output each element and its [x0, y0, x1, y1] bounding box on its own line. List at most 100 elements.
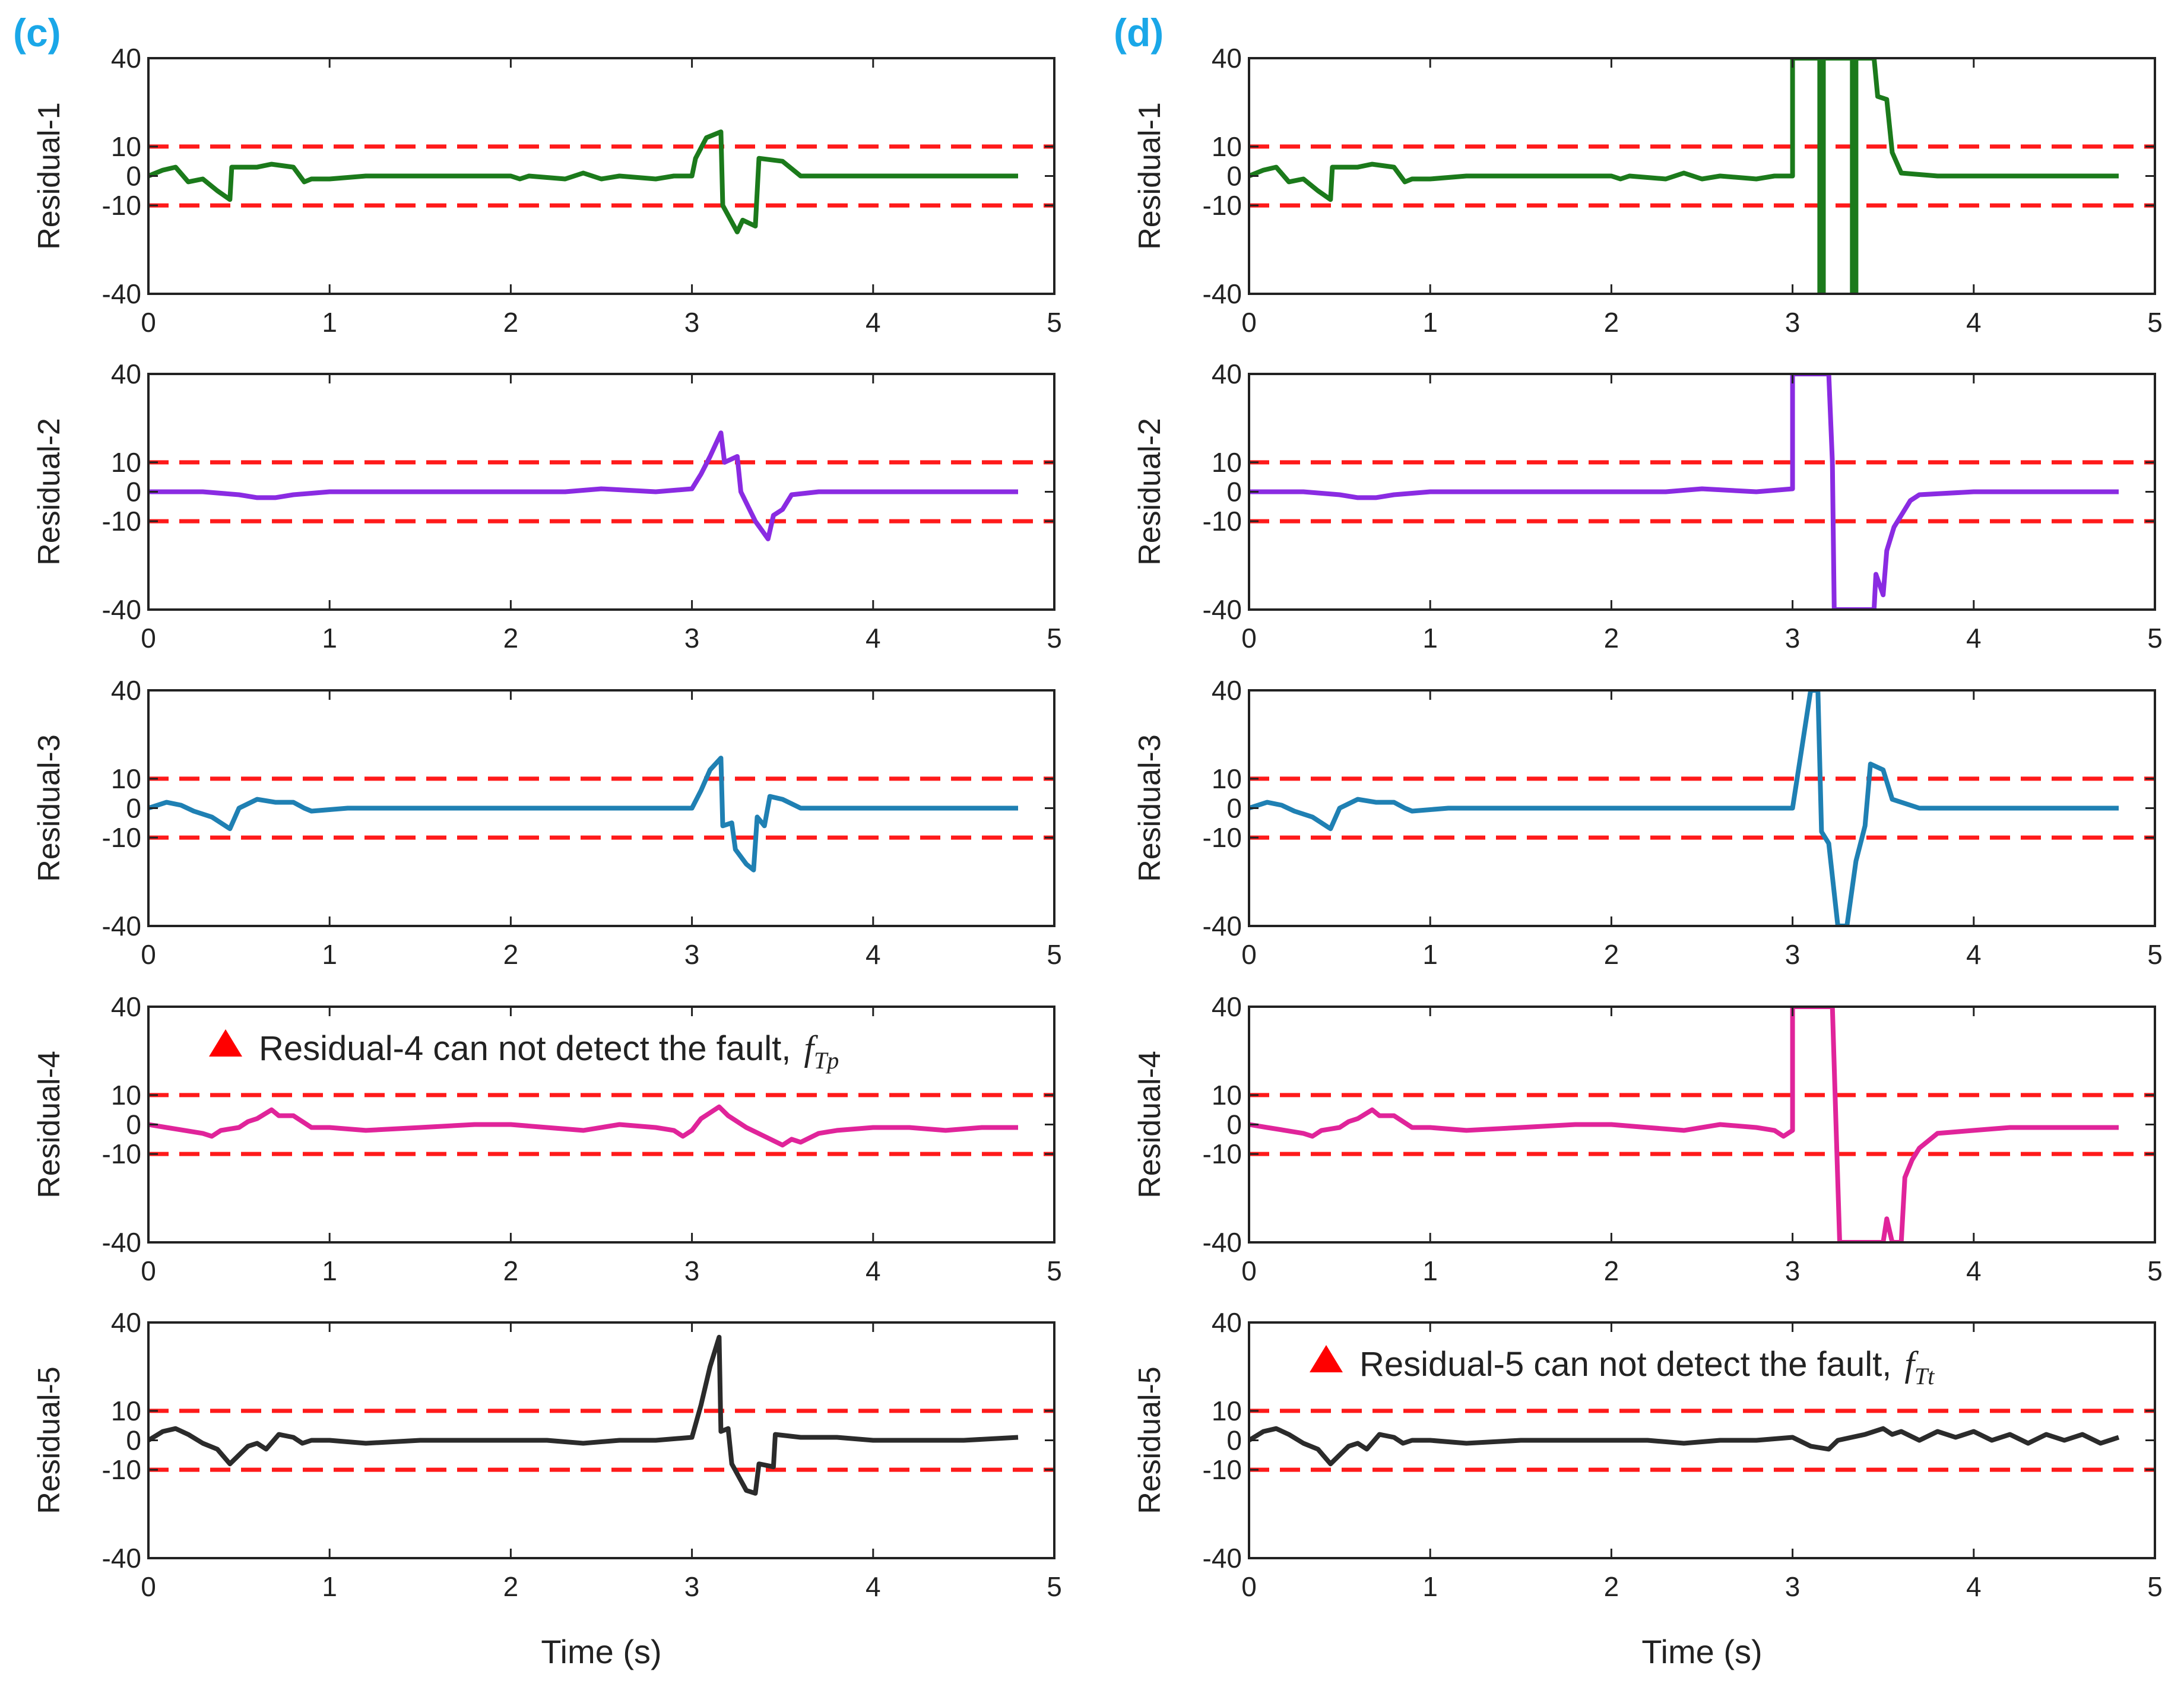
y-tick-label: 40: [111, 675, 141, 706]
y-tick-label: 10: [1212, 131, 1242, 162]
x-tick-label: 3: [684, 623, 700, 654]
x-tick-label: 0: [1241, 307, 1257, 338]
y-tick-label: -40: [1203, 278, 1242, 309]
y-tick-label: 40: [1212, 359, 1242, 389]
y-tick-label: -40: [1203, 1543, 1242, 1574]
y-tick-label: 0: [1226, 793, 1242, 824]
y-tick-label: -40: [1203, 911, 1242, 941]
x-tick-label: 5: [1047, 1571, 1062, 1602]
y-tick-label: -10: [102, 1138, 141, 1169]
residual-series-line: [148, 756, 1018, 873]
x-tick-label: 4: [866, 1255, 881, 1286]
warning-triangle-icon: [209, 1029, 242, 1057]
x-tick-label: 2: [1604, 1255, 1619, 1286]
x-tick-label: 5: [2147, 623, 2163, 654]
x-tick-label: 5: [1047, 623, 1062, 654]
y-tick-label: -10: [1203, 190, 1242, 221]
y-tick-label: 40: [111, 991, 141, 1022]
x-axis-label: Time (s): [1641, 1633, 1762, 1670]
y-tick-label: 40: [111, 43, 141, 74]
x-tick-label: 2: [1604, 307, 1619, 338]
y-tick-label: -10: [102, 822, 141, 853]
y-tick-label: 40: [1212, 43, 1242, 74]
x-tick-label: 1: [322, 939, 337, 970]
x-tick-label: 3: [1785, 1571, 1801, 1602]
x-tick-label: 0: [141, 1255, 156, 1286]
x-tick-label: 0: [141, 939, 156, 970]
x-tick-label: 1: [1422, 1255, 1438, 1286]
residual-series-line: [1249, 1426, 2120, 1467]
x-tick-label: 4: [1966, 307, 1982, 338]
y-tick-label: -40: [102, 1543, 141, 1574]
y-tick-label: 0: [126, 1109, 141, 1140]
x-tick-label: 5: [1047, 1255, 1062, 1286]
y-axis-label: Residual-5: [32, 1366, 66, 1514]
y-axis-label: Residual-2: [32, 418, 66, 566]
x-tick-label: 3: [684, 307, 700, 338]
y-tick-label: 0: [126, 793, 141, 824]
x-tick-label: 2: [1604, 623, 1619, 654]
x-tick-label: 0: [141, 623, 156, 654]
x-tick-label: 4: [866, 1571, 881, 1602]
x-tick-label: 4: [1966, 1571, 1982, 1602]
x-tick-label: 2: [1604, 1571, 1619, 1602]
fault-subscript: Tt: [1914, 1363, 1935, 1390]
x-tick-label: 4: [866, 939, 881, 970]
residual-series-line: [1249, 58, 2119, 294]
y-tick-label: -40: [102, 911, 141, 941]
y-tick-label: -40: [1203, 594, 1242, 625]
y-axis-label: Residual-3: [1133, 734, 1167, 882]
x-tick-label: 1: [1422, 1571, 1438, 1602]
y-tick-label: 10: [111, 131, 141, 162]
annotation-text: Residual-5 can not detect the fault, fTt: [1359, 1344, 1935, 1390]
y-axis-label: Residual-2: [1133, 418, 1167, 566]
y-tick-label: 10: [1212, 1395, 1242, 1426]
y-tick-label: 40: [111, 1307, 141, 1338]
panel-label: (d): [1114, 11, 1164, 55]
x-tick-label: 3: [1785, 1255, 1801, 1286]
residual-series-line: [1249, 374, 2119, 610]
annotation-message: Residual-4 can not detect the fault,: [259, 1029, 791, 1068]
x-tick-label: 3: [1785, 307, 1801, 338]
y-tick-label: -10: [1203, 822, 1242, 853]
x-tick-label: 5: [1047, 307, 1062, 338]
x-tick-label: 2: [503, 623, 519, 654]
y-tick-label: -40: [1203, 1227, 1242, 1258]
y-tick-label: 10: [111, 763, 141, 794]
y-tick-label: 40: [1212, 1307, 1242, 1338]
x-tick-label: 1: [1422, 939, 1438, 970]
x-tick-label: 2: [503, 1255, 519, 1286]
y-tick-label: -40: [102, 278, 141, 309]
warning-triangle-icon: [1310, 1345, 1343, 1372]
panel-label: (c): [13, 11, 61, 55]
x-tick-label: 3: [1785, 939, 1801, 970]
x-tick-label: 5: [2147, 1255, 2163, 1286]
y-tick-label: -40: [102, 1227, 141, 1258]
x-tick-label: 5: [2147, 307, 2163, 338]
x-tick-label: 3: [684, 1255, 700, 1286]
x-tick-label: 3: [684, 939, 700, 970]
y-tick-label: 40: [1212, 991, 1242, 1022]
y-tick-label: 0: [1226, 161, 1242, 192]
x-tick-label: 0: [1241, 1255, 1257, 1286]
y-tick-label: -10: [1203, 1138, 1242, 1169]
x-tick-label: 1: [322, 1255, 337, 1286]
y-axis-label: Residual-5: [1133, 1366, 1167, 1514]
y-tick-label: -10: [102, 506, 141, 537]
x-tick-label: 3: [1785, 623, 1801, 654]
x-tick-label: 2: [503, 939, 519, 970]
residual-series-line: [148, 1104, 1018, 1148]
y-tick-label: 10: [111, 1395, 141, 1426]
annotation-message: Residual-5 can not detect the fault,: [1359, 1345, 1891, 1384]
x-tick-label: 1: [322, 1571, 337, 1602]
